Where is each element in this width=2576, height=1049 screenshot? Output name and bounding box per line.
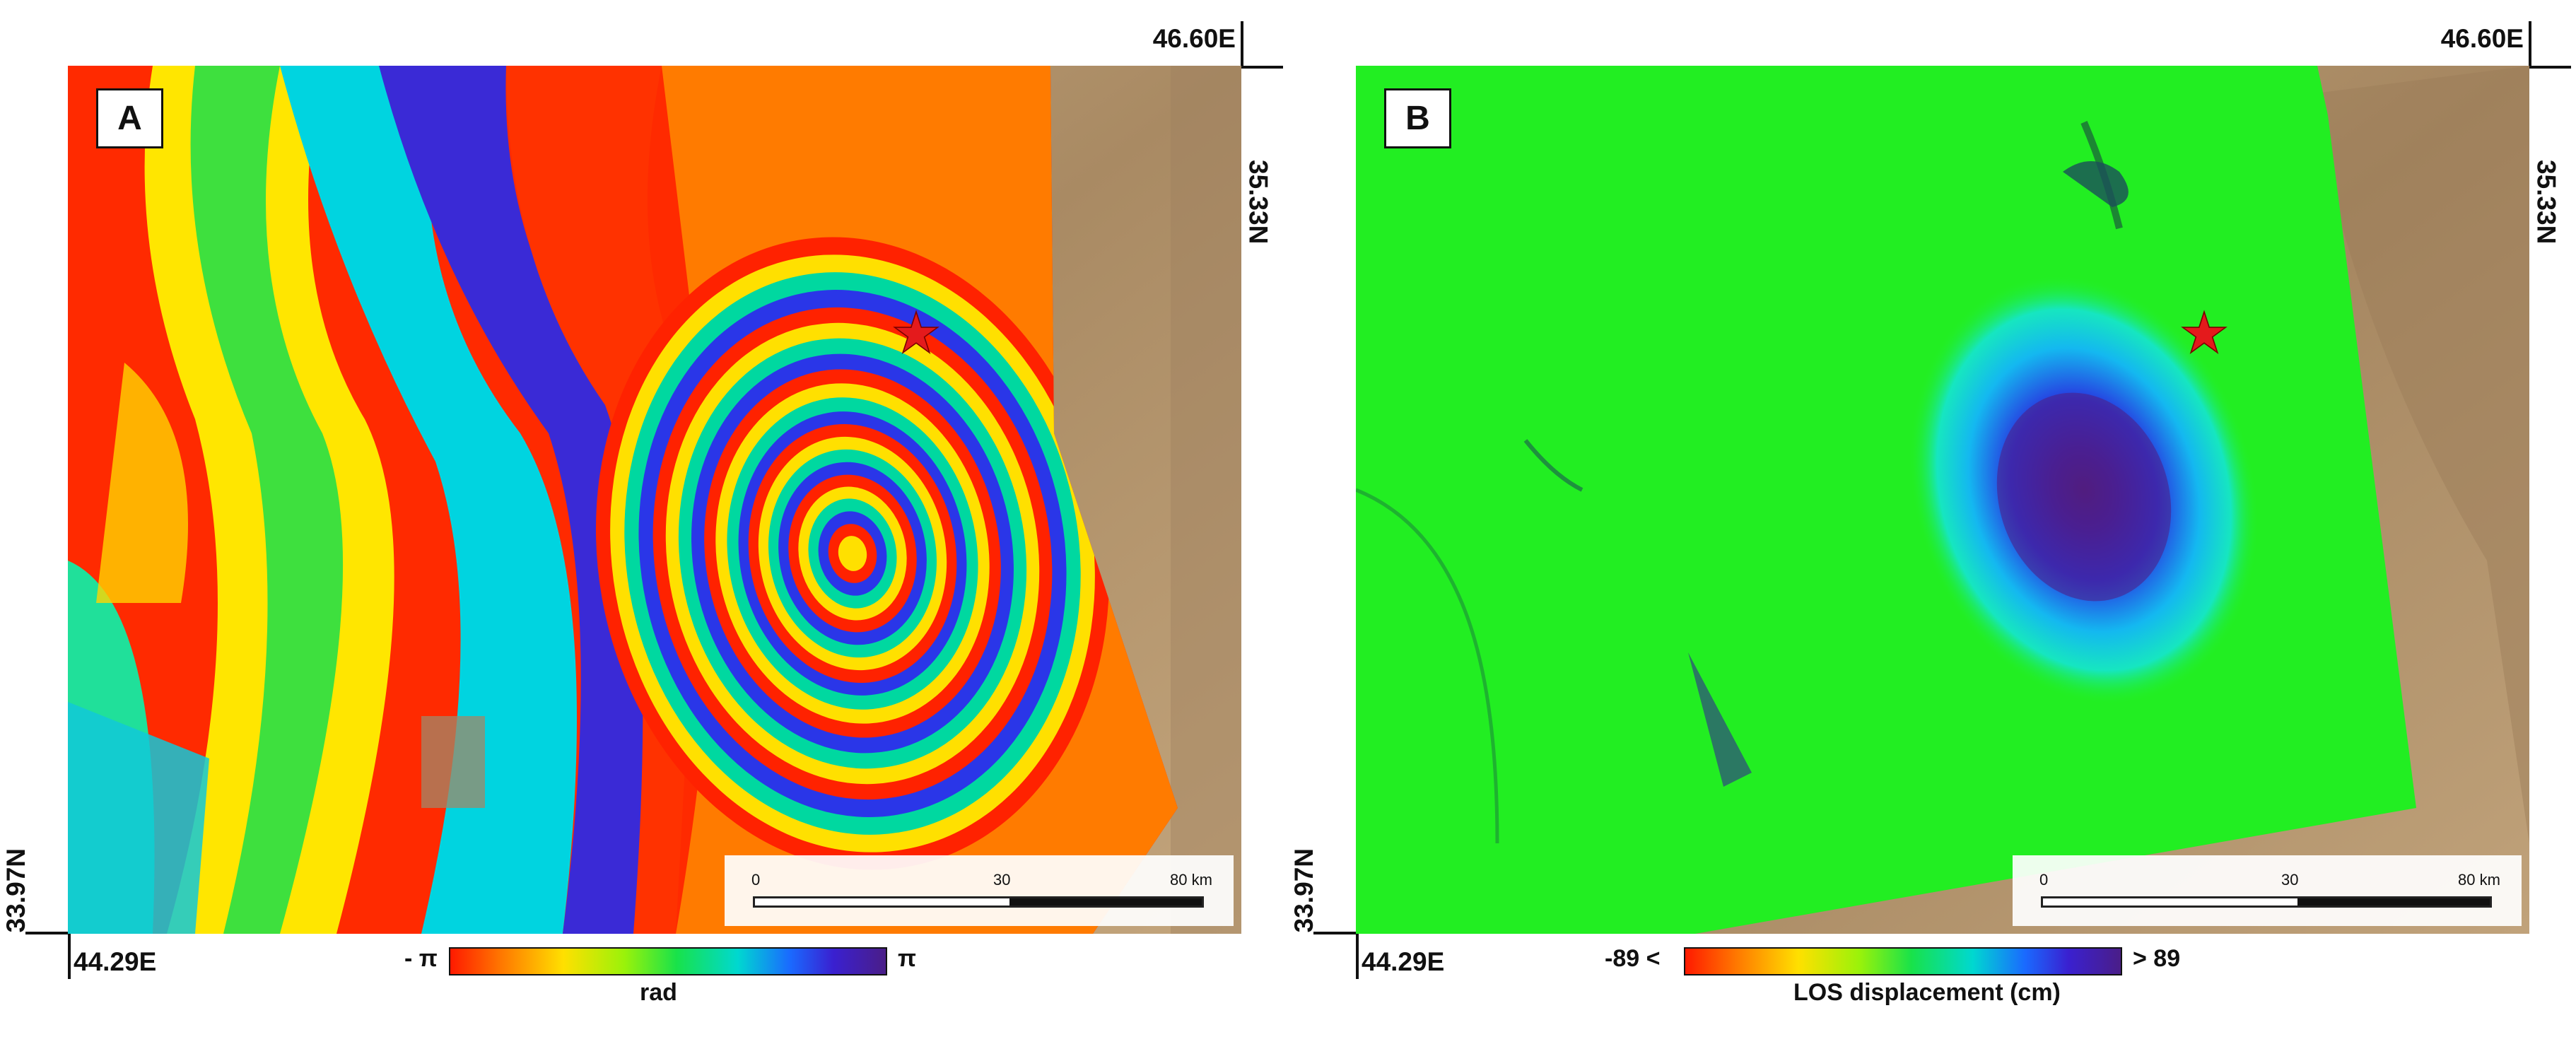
bottom-left-longitude: 44.29E [1362, 947, 1445, 976]
interferogram-map[interactable] [68, 66, 1241, 934]
scale-track [753, 896, 1204, 908]
legend-min-label: -89 < [1605, 945, 1661, 972]
scale-tick-0: 0 [2039, 871, 2049, 889]
corner-tick [2529, 66, 2571, 69]
corner-tick [2529, 21, 2531, 67]
bottom-left-longitude: 44.29E [74, 947, 157, 976]
legend-unit: rad [640, 979, 677, 1006]
star-icon [893, 310, 939, 354]
top-right-latitude: 35.33N [2531, 160, 2560, 245]
top-right-longitude: 46.60E [2440, 24, 2524, 53]
legend-unit: LOS displacement (cm) [1793, 979, 2061, 1006]
corner-tick [1313, 932, 1357, 934]
legend-max-label: π [898, 945, 917, 972]
scale-bar: 0 30 80 km [2013, 855, 2522, 926]
scale-bar: 0 30 80 km [725, 855, 1234, 926]
scale-track [2041, 896, 2492, 908]
scale-tick-0: 0 [751, 871, 761, 889]
phase-colorbar [449, 947, 887, 975]
corner-tick [25, 932, 69, 934]
scale-tick-80: 80 km [2458, 871, 2500, 889]
top-right-latitude: 35.33N [1243, 160, 1272, 245]
panel-label: B [1384, 88, 1451, 148]
panel-a: 46.60E 35.33N 33.97N 44.29E [0, 0, 1283, 1049]
corner-tick [1241, 66, 1283, 69]
star-icon [2181, 310, 2227, 354]
legend-max-label: > 89 [2133, 945, 2181, 972]
legend-min-label: - π [404, 945, 438, 972]
scale-tick-30: 30 [2281, 871, 2299, 889]
bottom-left-latitude: 33.97N [1, 848, 30, 933]
bottom-left-latitude: 33.97N [1289, 848, 1318, 933]
corner-tick [1356, 933, 1359, 979]
corner-tick [1241, 21, 1243, 67]
scale-tick-30: 30 [993, 871, 1011, 889]
scale-tick-80: 80 km [1170, 871, 1212, 889]
panel-b: 46.60E 35.33N 33.97N 44.29E [1288, 0, 2571, 1049]
displacement-map[interactable] [1356, 66, 2529, 934]
panel-label: A [96, 88, 163, 148]
displacement-colorbar [1684, 947, 2122, 975]
top-right-longitude: 46.60E [1152, 24, 1236, 53]
corner-tick [68, 933, 71, 979]
